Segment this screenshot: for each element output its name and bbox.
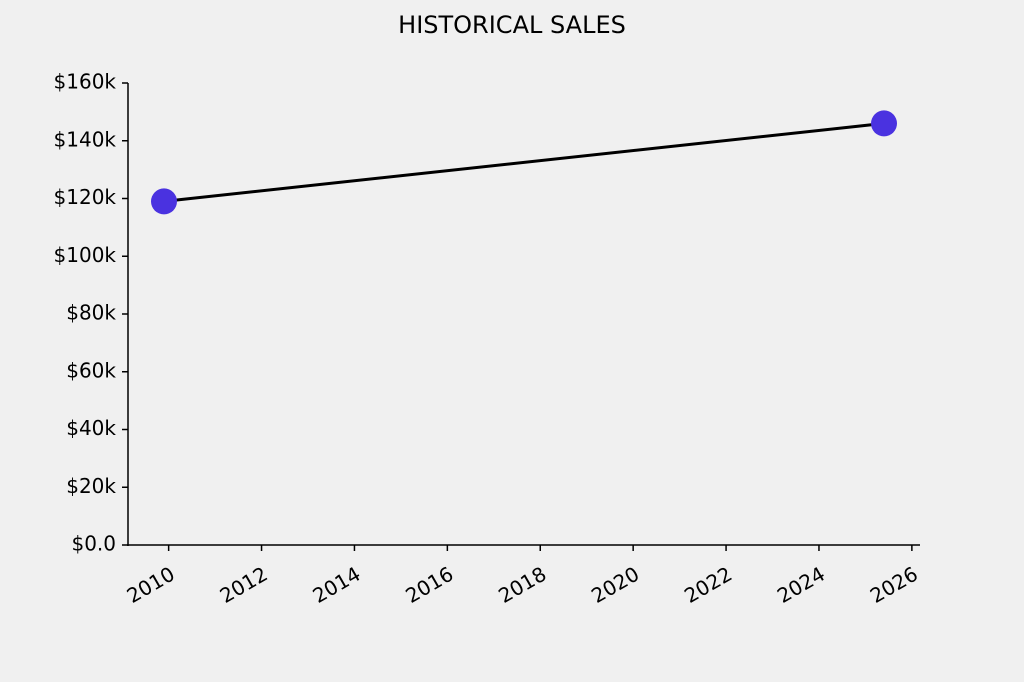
y-tick-label: $80k <box>66 301 116 325</box>
point <box>871 110 897 137</box>
y-tick-label: $40k <box>66 416 116 440</box>
y-tick-label: $120k <box>54 185 117 209</box>
y-tick-label: $60k <box>66 358 116 382</box>
y-tick-label: $160k <box>54 70 117 94</box>
chart-title: HISTORICAL SALES <box>398 11 626 39</box>
y-tick-label: $20k <box>66 474 116 498</box>
y-tick-label: $0.0 <box>71 532 116 556</box>
point <box>151 188 177 215</box>
line <box>163 121 885 203</box>
y-tick-label: $140k <box>54 127 117 151</box>
y-tick-label: $100k <box>54 243 117 267</box>
